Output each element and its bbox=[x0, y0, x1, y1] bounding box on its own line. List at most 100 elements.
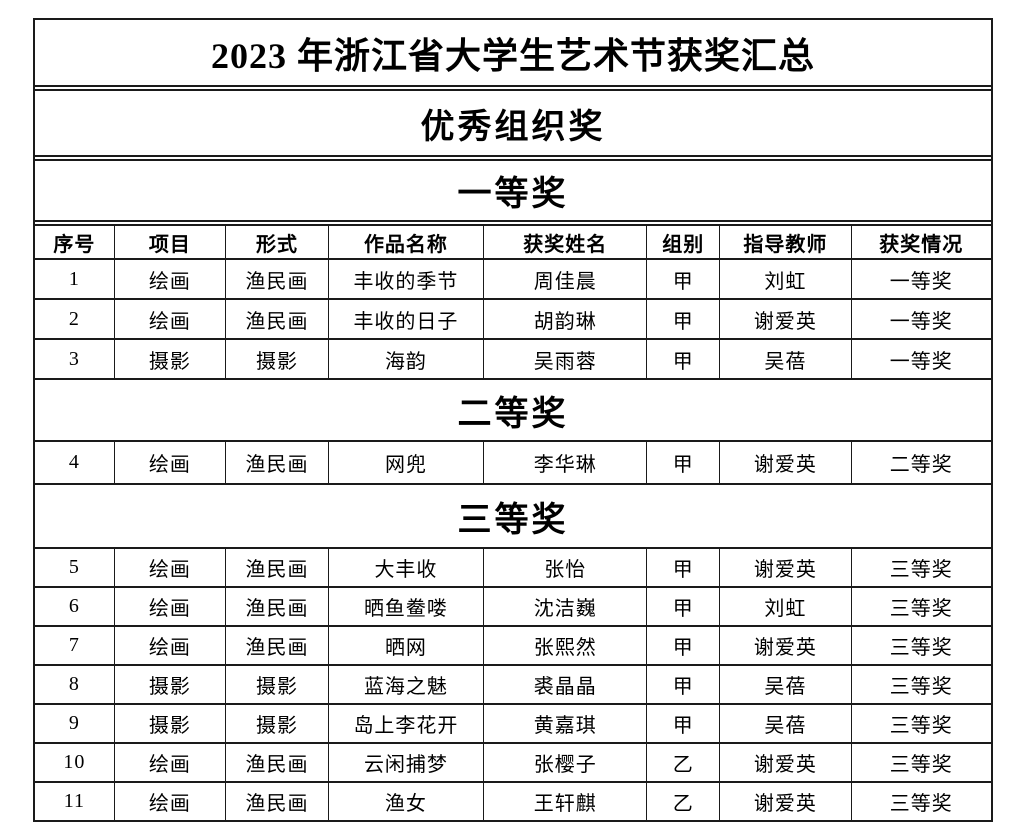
work-title-cell: 云闲捕梦 bbox=[327, 744, 483, 781]
award-cell: 一等奖 bbox=[850, 300, 991, 338]
award-cell: 一等奖 bbox=[850, 340, 991, 378]
project-cell: 绘画 bbox=[113, 783, 226, 820]
project-cell: 摄影 bbox=[113, 705, 226, 742]
winner-name-cell: 王轩麒 bbox=[483, 783, 646, 820]
serial-cell: 1 bbox=[68, 267, 80, 290]
serial-cell: 10 bbox=[63, 751, 86, 773]
awards-table: 2023 年浙江省大学生艺术节获奖汇总 优秀组织奖 一等奖 序号 项目 形式 作品名称获… bbox=[33, 18, 993, 822]
form-cell: 摄影 bbox=[225, 705, 328, 742]
group-cell: 甲 bbox=[646, 442, 719, 483]
form-cell: 摄影 bbox=[225, 340, 328, 378]
award-cell: 二等奖 bbox=[850, 442, 991, 483]
form-cell: 摄影 bbox=[225, 666, 328, 703]
project-cell: 摄影 bbox=[113, 340, 226, 378]
winner-name-cell: 李华琳 bbox=[483, 442, 646, 483]
form-cell: 渔民画 bbox=[225, 260, 328, 298]
project-cell: 绘画 bbox=[113, 627, 226, 664]
serial-cell: 6 bbox=[68, 595, 80, 617]
header-serial: 序号 bbox=[53, 233, 96, 256]
table-row: 1 绘画 渔民画 丰收的季节 周佳晨甲刘虹 一等奖 bbox=[35, 258, 991, 298]
award-cell: 三等奖 bbox=[850, 666, 991, 703]
project-cell: 绘画 bbox=[113, 442, 226, 483]
award-section: 三等奖 5 绘画 渔民画 大丰收 张怡甲谢爱英 三等奖 6 绘画 渔民画 晒鱼鲞喽 沈洁巍甲刘虹 三等奖… bbox=[35, 483, 991, 820]
project-cell: 绘画 bbox=[113, 300, 226, 338]
winner-name-cell: 胡韵琳 bbox=[483, 300, 646, 338]
work-title-cell: 海韵 bbox=[327, 340, 483, 378]
section-heading: 二等奖 bbox=[35, 378, 991, 440]
project-cell: 绘画 bbox=[113, 260, 226, 298]
work-title-cell: 丰收的日子 bbox=[327, 300, 483, 338]
advisor-cell: 谢爱英 bbox=[719, 627, 850, 664]
serial-cell: 5 bbox=[68, 556, 80, 578]
table-row: 5 绘画 渔民画 大丰收 张怡甲谢爱英 三等奖 bbox=[35, 547, 991, 586]
header-advisor: 指导教师 bbox=[719, 226, 850, 258]
winner-name-cell: 周佳晨 bbox=[483, 260, 646, 298]
form-cell: 渔民画 bbox=[225, 300, 328, 338]
advisor-cell: 吴蓓 bbox=[719, 666, 850, 703]
table-row: 7 绘画 渔民画 晒网 张熙然甲谢爱英 三等奖 bbox=[35, 625, 991, 664]
project-cell: 摄影 bbox=[113, 666, 226, 703]
serial-cell: 2 bbox=[68, 307, 80, 330]
serial-cell: 11 bbox=[63, 790, 85, 812]
table-row: 6 绘画 渔民画 晒鱼鲞喽 沈洁巍甲刘虹 三等奖 bbox=[35, 586, 991, 625]
project-cell: 绘画 bbox=[113, 549, 226, 586]
group-cell: 甲 bbox=[646, 588, 719, 625]
work-title-cell: 晒网 bbox=[327, 627, 483, 664]
form-cell: 渔民画 bbox=[225, 588, 328, 625]
advisor-cell: 谢爱英 bbox=[719, 783, 850, 820]
award-section: 二等奖 4 绘画 渔民画 网兜 李华琳甲谢爱英 二等奖 bbox=[35, 378, 991, 483]
serial-cell: 4 bbox=[68, 451, 80, 473]
group-cell: 甲 bbox=[646, 340, 719, 378]
serial-cell: 7 bbox=[68, 634, 80, 656]
work-title-cell: 岛上李花开 bbox=[327, 705, 483, 742]
group-cell: 甲 bbox=[646, 260, 719, 298]
award-section: 一等奖 序号 项目 形式 作品名称 获奖姓名 组别 指导教师 获奖情况 1 绘画 渔民画 丰收的季节 周佳… bbox=[35, 155, 991, 378]
form-cell: 渔民画 bbox=[225, 783, 328, 820]
group-cell: 甲 bbox=[646, 549, 719, 586]
table-row: 2 绘画 渔民画 丰收的日子 胡韵琳甲谢爱英 一等奖 bbox=[35, 298, 991, 338]
group-cell: 甲 bbox=[646, 300, 719, 338]
work-title-cell: 网兜 bbox=[327, 442, 483, 483]
advisor-cell: 谢爱英 bbox=[719, 442, 850, 483]
award-cell: 三等奖 bbox=[850, 549, 991, 586]
table-row: 8 摄影 摄影 蓝海之魅 裘晶晶甲吴蓓 三等奖 bbox=[35, 664, 991, 703]
table-row: 10 绘画 渔民画 云闲捕梦 张樱子乙谢爱英 三等奖 bbox=[35, 742, 991, 781]
advisor-cell: 谢爱英 bbox=[719, 744, 850, 781]
award-cell: 三等奖 bbox=[850, 588, 991, 625]
work-title-cell: 渔女 bbox=[327, 783, 483, 820]
document-title: 2023 年浙江省大学生艺术节获奖汇总 bbox=[210, 35, 815, 76]
table-row: 11 绘画 渔民画 渔女 王轩麒乙谢爱英 三等奖 bbox=[35, 781, 991, 820]
project-cell: 绘画 bbox=[113, 744, 226, 781]
header-work-title: 作品名称 bbox=[327, 226, 483, 258]
form-cell: 渔民画 bbox=[225, 744, 328, 781]
work-title-cell: 蓝海之魅 bbox=[327, 666, 483, 703]
table-sections: 一等奖 序号 项目 形式 作品名称 获奖姓名 组别 指导教师 获奖情况 1 绘画 渔民画 丰收的季节 周佳… bbox=[35, 155, 991, 820]
award-cell: 三等奖 bbox=[850, 744, 991, 781]
header-group: 组别 bbox=[646, 226, 719, 258]
award-cell: 一等奖 bbox=[850, 260, 991, 298]
group-cell: 乙 bbox=[646, 783, 719, 820]
form-cell: 渔民画 bbox=[225, 442, 328, 483]
group-cell: 甲 bbox=[646, 627, 719, 664]
award-cell: 三等奖 bbox=[850, 783, 991, 820]
project-cell: 绘画 bbox=[113, 588, 226, 625]
award-category-title: 优秀组织奖 bbox=[35, 85, 991, 155]
serial-cell: 8 bbox=[68, 673, 80, 695]
winner-name-cell: 张樱子 bbox=[483, 744, 646, 781]
work-title-cell: 丰收的季节 bbox=[327, 260, 483, 298]
advisor-cell: 谢爱英 bbox=[719, 300, 850, 338]
winner-name-cell: 张怡 bbox=[483, 549, 646, 586]
header-winner-name: 获奖姓名 bbox=[483, 226, 646, 258]
group-cell: 乙 bbox=[646, 744, 719, 781]
winner-name-cell: 吴雨蓉 bbox=[483, 340, 646, 378]
section-heading: 一等奖 bbox=[35, 155, 991, 220]
section-heading: 三等奖 bbox=[35, 483, 991, 547]
header-award: 获奖情况 bbox=[850, 226, 991, 258]
advisor-cell: 吴蓓 bbox=[719, 340, 850, 378]
form-cell: 渔民画 bbox=[225, 627, 328, 664]
advisor-cell: 刘虹 bbox=[719, 260, 850, 298]
table-row: 3 摄影 摄影 海韵 吴雨蓉甲吴蓓 一等奖 bbox=[35, 338, 991, 378]
form-cell: 渔民画 bbox=[225, 549, 328, 586]
award-cell: 三等奖 bbox=[850, 705, 991, 742]
